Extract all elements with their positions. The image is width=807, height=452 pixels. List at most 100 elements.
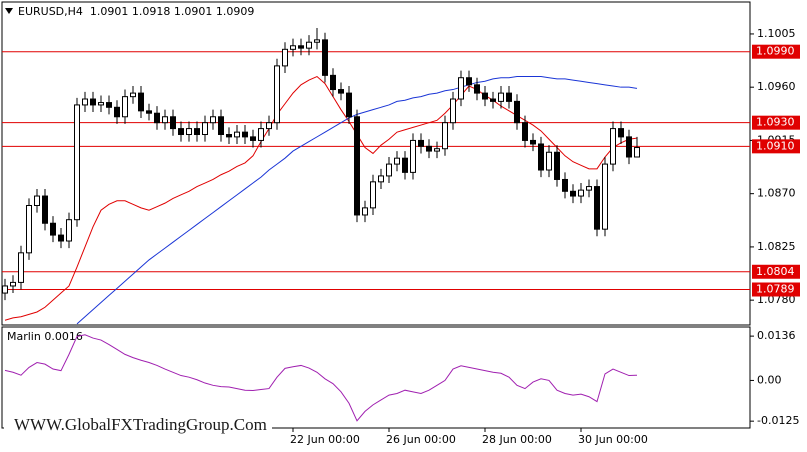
level-label: 1.0789	[756, 283, 795, 296]
candle-body	[538, 143, 544, 171]
y-tick-label: 1.0870	[757, 187, 796, 200]
level-label-box	[752, 44, 800, 59]
candle-body	[234, 131, 240, 138]
candle-body	[562, 178, 568, 192]
indicator-panel	[1, 326, 751, 429]
candle-body	[34, 195, 40, 207]
candle-body	[426, 145, 432, 152]
candle-body	[98, 102, 104, 106]
candle-body	[346, 92, 352, 118]
candle-body	[186, 128, 192, 136]
candle-body	[466, 77, 472, 86]
candle-body	[474, 84, 480, 94]
candle-body	[226, 134, 232, 138]
price-panel	[1, 1, 751, 326]
candle-body	[618, 128, 624, 138]
candle-body	[2, 285, 8, 294]
candle-body	[66, 219, 72, 242]
candle-body	[634, 147, 640, 158]
candle-body	[266, 122, 272, 130]
panel-arrow	[5, 8, 13, 14]
candle-body	[442, 122, 448, 150]
candle-body	[250, 136, 256, 141]
candle-body	[18, 252, 24, 283]
candle-body	[146, 110, 152, 114]
x-tick-label: 22 Jun 00:00	[290, 433, 360, 446]
y-tick-label: -0.0125	[757, 414, 799, 427]
candle-body	[242, 131, 248, 138]
level-label-box	[752, 282, 800, 297]
candle-body	[330, 74, 336, 91]
candle-body	[338, 89, 344, 94]
candle-body	[42, 195, 48, 224]
y-tick-label: 1.0825	[757, 240, 796, 253]
candle-body	[394, 157, 400, 165]
candle-body	[10, 281, 16, 287]
candle-body	[314, 39, 320, 43]
candle-body	[362, 207, 368, 216]
level-label-box	[752, 115, 800, 130]
candle-body	[218, 116, 224, 136]
candle-body	[434, 148, 440, 152]
chart-title: EURUSD,H4 1.0901 1.0918 1.0901 1.0909	[18, 5, 254, 18]
y-tick-label: 0.0136	[757, 329, 796, 342]
level-label: 1.0804	[756, 265, 795, 278]
level-label: 1.0930	[756, 116, 795, 129]
candle-body	[482, 92, 488, 100]
candle-body	[202, 122, 208, 136]
indicator-title: Marlin 0.0016	[7, 330, 83, 343]
candle-body	[386, 163, 392, 177]
candle-body	[586, 186, 592, 191]
candle-body	[258, 128, 264, 141]
candle-body	[274, 65, 280, 124]
candle-body	[450, 98, 456, 124]
candle-body	[282, 48, 288, 67]
y-tick-label: 0.00	[757, 373, 782, 386]
watermark-box	[4, 407, 272, 445]
candle-body	[514, 100, 520, 124]
candle-body	[458, 77, 464, 100]
candle-body	[498, 92, 504, 102]
candle-body	[402, 157, 408, 173]
level-label: 1.0990	[756, 45, 795, 58]
candle-body	[546, 151, 552, 171]
candle-body	[418, 139, 424, 147]
candle-body	[82, 98, 88, 106]
candle-body	[378, 175, 384, 183]
level-label-box	[752, 264, 800, 279]
candle-body	[50, 222, 56, 236]
x-tick-label: 28 Jun 00:00	[482, 433, 552, 446]
candle-body	[26, 205, 32, 254]
candle-body	[114, 106, 120, 118]
level-label: 1.0910	[756, 139, 795, 152]
candle-body	[410, 139, 416, 173]
moving-average	[4, 75, 638, 321]
candle-body	[58, 234, 64, 242]
candle-body	[626, 136, 632, 158]
y-tick-label: 1.0960	[757, 80, 796, 93]
candle-body	[298, 45, 304, 49]
candle-body	[170, 116, 176, 130]
candle-body	[554, 151, 560, 180]
candle-body	[74, 104, 80, 221]
candle-body	[178, 128, 184, 136]
candle-body	[290, 45, 296, 50]
oscillator-line	[4, 334, 638, 422]
level-label-box	[752, 139, 800, 154]
candle-body	[570, 190, 576, 197]
candle-body	[154, 112, 160, 124]
candle-body	[530, 139, 536, 145]
watermark: WWW.GlobalFXTradingGroup.Com	[14, 415, 267, 434]
candle-body	[522, 122, 528, 141]
candle-body	[90, 98, 96, 106]
candle-body	[578, 189, 584, 197]
candle-body	[194, 128, 200, 136]
candle-body	[490, 98, 496, 102]
candle-body	[106, 102, 112, 108]
candle-body	[610, 128, 616, 165]
candle-body	[306, 41, 312, 49]
candle-body	[122, 96, 128, 118]
candle-body	[322, 39, 328, 76]
